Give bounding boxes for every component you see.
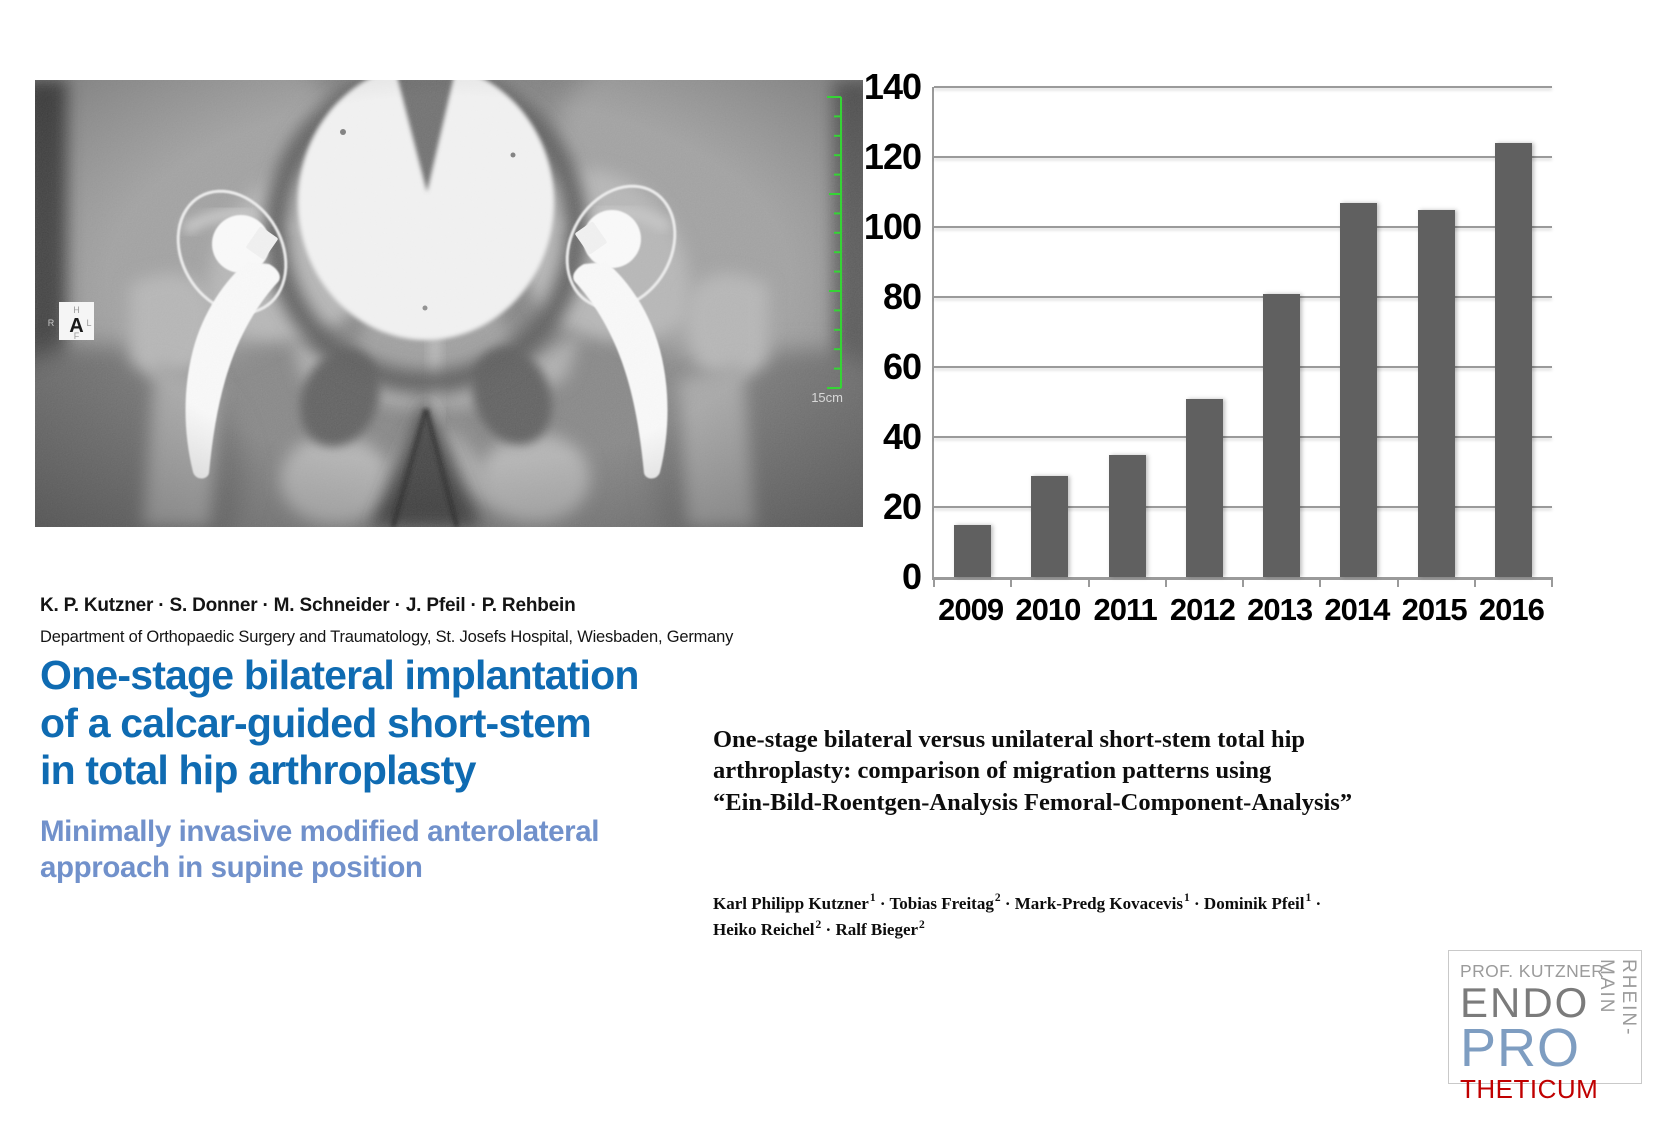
paper-title: One-stage bilateral versus unilateral sh…	[713, 726, 1353, 816]
x-axis-tick	[1319, 577, 1322, 587]
logo-rhein-main-vertical: RHEIN-MAIN	[1596, 959, 1639, 1037]
y-axis-label: 120	[863, 136, 922, 177]
author-affiliation-superscript: 1	[1305, 892, 1312, 905]
x-axis-label: 2010	[1015, 592, 1081, 627]
x-axis-label: 2011	[1093, 592, 1157, 627]
x-axis-label: 2016	[1478, 592, 1545, 627]
marker-right-letter: L	[86, 318, 91, 328]
chart-bar	[954, 524, 992, 577]
paper-author-name: Ralf Bieger	[835, 920, 919, 940]
chart-gridline	[934, 226, 1552, 228]
y-axis-label: 20	[882, 486, 922, 527]
x-axis-label: 2014	[1324, 592, 1390, 627]
marker-center-letter: A	[69, 315, 83, 337]
chart-bar	[1031, 475, 1069, 577]
slide-title: One-stage bilateral implantation of a ca…	[40, 652, 639, 794]
logo-endo: ENDO	[1460, 979, 1590, 1026]
chart-bar	[1108, 454, 1146, 577]
marker-bottom-letter: F	[74, 331, 80, 341]
chart-gridline	[934, 506, 1552, 508]
chart-bar	[1185, 398, 1223, 577]
x-axis-tick	[1242, 577, 1244, 587]
measurement-ruler	[827, 96, 842, 389]
x-axis-tick	[933, 577, 935, 587]
author-affiliation-superscript: 2	[919, 918, 925, 931]
y-axis-label: 40	[882, 416, 922, 457]
endoprotheticum-logo: PROF. KUTZNER ENDO PRO THETICUM RHEIN-MA…	[1448, 950, 1642, 1102]
x-axis-tick	[1087, 577, 1090, 587]
paper-author-name: Dominik Pfeil	[1203, 894, 1305, 913]
x-axis-label: 2013	[1247, 592, 1313, 627]
ruler-scale-label: 15cm	[811, 390, 843, 405]
authors-line: K. P. Kutzner · S. Donner · M. Schneider…	[40, 595, 576, 616]
x-axis-tick	[1551, 577, 1553, 587]
x-axis-tick	[1473, 577, 1476, 587]
y-axis-label: 0	[901, 556, 922, 597]
paper-author-name: Karl Philipp Kutzner	[713, 894, 869, 913]
x-axis-tick	[1010, 577, 1013, 587]
x-axis-label: 2012	[1169, 592, 1236, 627]
xray-drawing: H A F R L 15cm	[35, 80, 863, 527]
x-axis-tick	[1396, 577, 1399, 587]
author-affiliation-superscript: 2	[994, 892, 1001, 905]
x-axis-label: 2015	[1401, 592, 1468, 627]
marker-top-letter: H	[73, 305, 80, 315]
chart-gridline	[934, 366, 1552, 368]
orientation-marker: H A F R L	[48, 302, 94, 341]
author-affiliation-superscript: 2	[815, 918, 822, 931]
author-affiliation-superscript: 1	[869, 892, 876, 905]
y-axis-label: 100	[863, 206, 922, 247]
x-axis-label: 2009	[938, 592, 1004, 627]
paper-author-name: Mark-Predg Kovacevis	[1014, 894, 1183, 913]
paper-author-name: Tobias Freitag	[889, 894, 994, 913]
paper-authors: Karl Philipp Kutzner1 · Tobias Freitag2 …	[713, 892, 1322, 940]
paper-author-name: Heiko Reichel	[713, 920, 815, 940]
logo-pro: PRO	[1460, 1018, 1581, 1078]
chart-bar	[1417, 209, 1455, 577]
chart-bar	[1340, 202, 1378, 577]
chart-plot-area	[932, 86, 1553, 587]
chart-gridline	[934, 296, 1552, 298]
y-axis-label: 140	[863, 66, 922, 107]
chart-gridline	[934, 86, 1552, 88]
author-affiliation-superscript: 1	[1184, 892, 1190, 905]
chart-gridline	[934, 436, 1552, 438]
y-axis-label: 60	[882, 346, 922, 387]
chart-gridline	[934, 156, 1552, 158]
chart-bar	[1494, 143, 1532, 577]
pelvic-xray-image: H A F R L 15cm	[35, 80, 863, 527]
logo-theticum: THETICUM	[1460, 1073, 1599, 1104]
y-axis-label: 80	[882, 276, 922, 317]
logo-prof-kutzner: PROF. KUTZNER	[1460, 961, 1605, 981]
affiliation-line: Department of Orthopaedic Surgery and Tr…	[40, 628, 734, 646]
x-axis-tick	[1164, 577, 1167, 587]
slide-subtitle: Minimally invasive modified anterolatera…	[40, 815, 600, 884]
chart-bar	[1263, 293, 1301, 577]
bar-chart: 0 20 40 60 80 100 120 140 2009 2010 2011 2012 2013 20…	[845, 66, 1560, 650]
marker-left-letter: R	[48, 318, 55, 328]
